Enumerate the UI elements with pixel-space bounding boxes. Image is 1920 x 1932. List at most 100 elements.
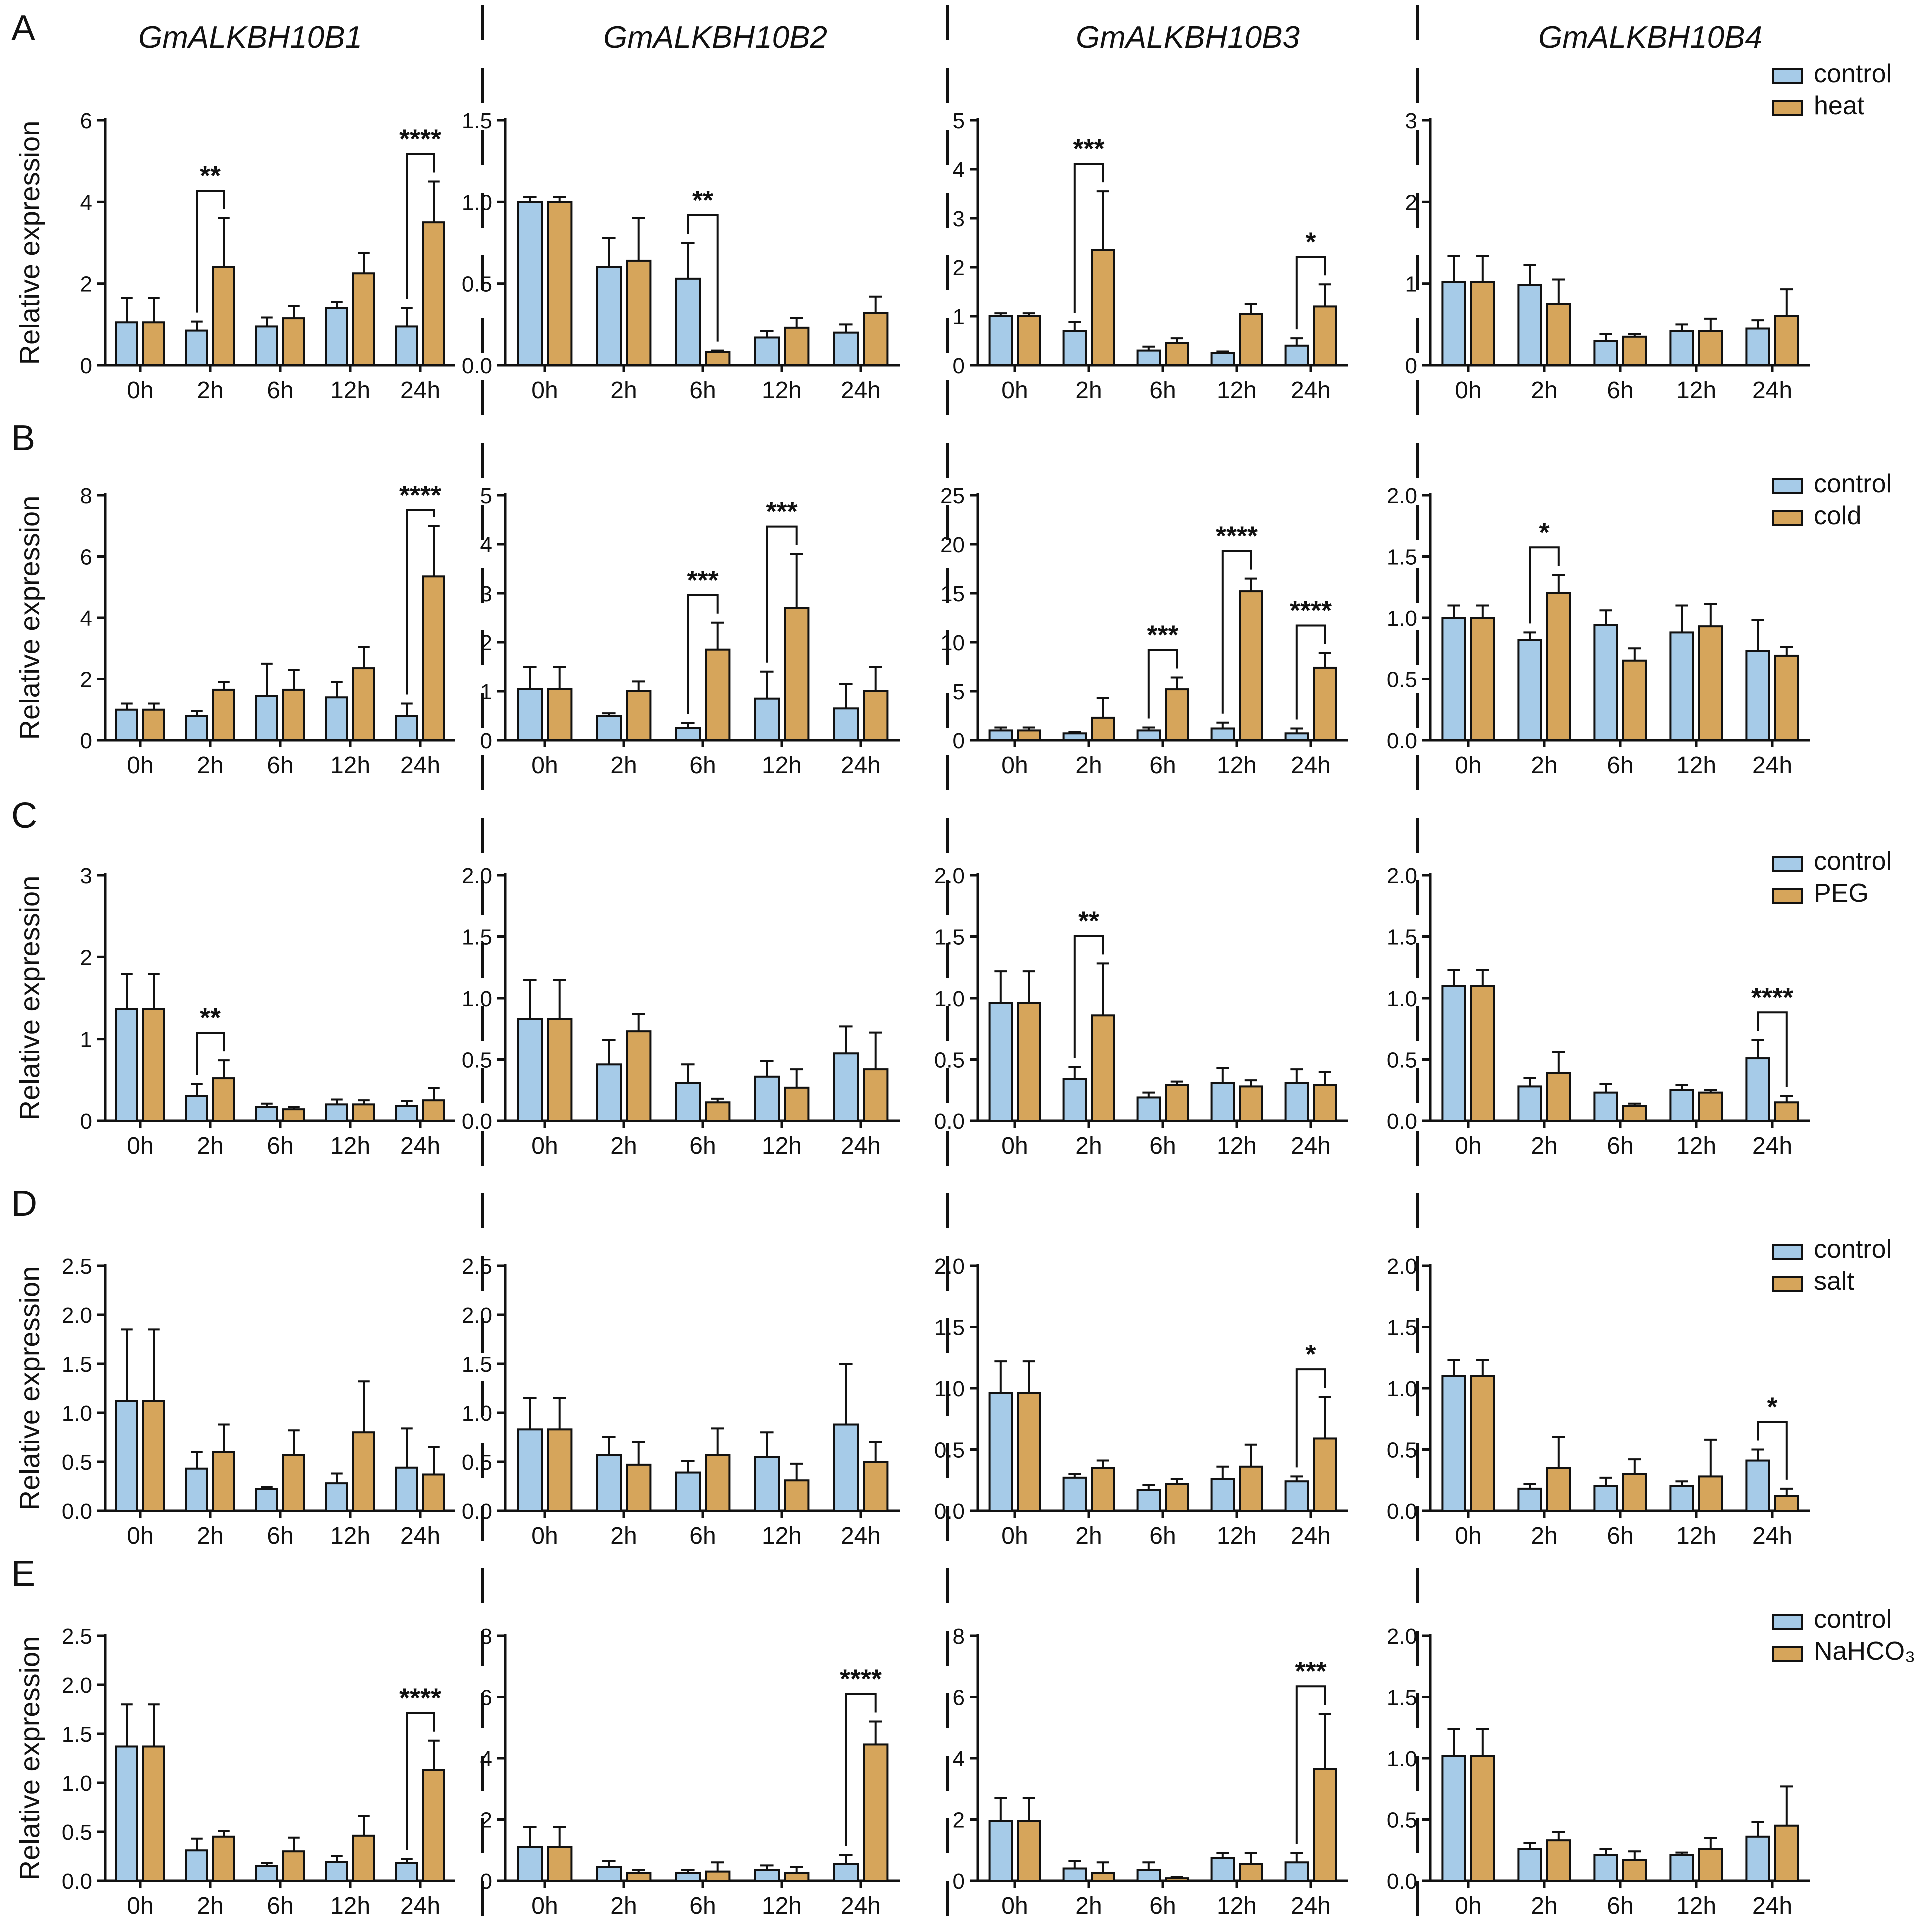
x-tick-label: 6h: [1607, 377, 1633, 404]
y-tick-label: 2.5: [62, 1624, 92, 1649]
x-tick-label: 2h: [1075, 377, 1102, 404]
bar-peg-24h: [1774, 1101, 1799, 1122]
legend-label-control: control: [1814, 1235, 1892, 1264]
bar-heat-2h: [626, 259, 652, 367]
bar-control-0h: [517, 688, 543, 741]
bar-nahco-6h: [1622, 1859, 1647, 1882]
legend-swatch-control: [1772, 68, 1803, 84]
bar-control-6h: [675, 277, 701, 366]
y-tick-label: 2.0: [1387, 864, 1417, 888]
significance-label: ***: [1073, 134, 1104, 164]
x-tick-label: 12h: [1217, 1523, 1257, 1549]
y-axis-label: Relative expression: [14, 496, 45, 740]
bar-peg-6h: [705, 1101, 731, 1122]
bar-salt-0h: [1470, 1375, 1495, 1512]
bar-peg-2h: [1091, 1014, 1115, 1122]
bar-nahco-6h: [1165, 1877, 1189, 1882]
bar-control-2h: [185, 715, 208, 741]
y-tick-label: 5: [953, 680, 965, 704]
y-tick-label: 0.0: [462, 1499, 492, 1524]
y-tick-label: 0: [480, 729, 492, 753]
bar-cold-24h: [1313, 666, 1337, 741]
bar-peg-2h: [1546, 1072, 1571, 1122]
panel-letter-E: E: [11, 1554, 35, 1594]
x-tick-label: 24h: [1291, 1133, 1331, 1159]
significance-bracket: [1147, 649, 1178, 719]
x-tick-label: 2h: [610, 1133, 637, 1159]
y-tick-label: 2: [80, 272, 92, 297]
x-tick-label: 6h: [1149, 1523, 1176, 1549]
legend: control cold: [1772, 469, 1892, 530]
x-tick-label: 6h: [1149, 1893, 1176, 1919]
x-tick-label: 24h: [400, 377, 440, 404]
bar-control-0h: [988, 315, 1013, 366]
bar-control-2h: [1062, 1078, 1087, 1122]
bar-heat-6h: [282, 317, 305, 366]
significance-label: ****: [399, 124, 441, 154]
y-tick-label: 2: [480, 631, 492, 655]
significance-label: *: [1305, 227, 1316, 257]
bar-control-6h: [255, 1106, 278, 1122]
bar-control-12h: [754, 1869, 780, 1882]
y-tick-label: 2.0: [462, 1303, 492, 1328]
bar-salt-12h: [1239, 1465, 1263, 1512]
column-dividers: [481, 5, 1419, 1928]
x-tick-label: 12h: [762, 752, 802, 779]
y-tick-label: 0: [1405, 354, 1417, 378]
y-tick-label: 2: [80, 945, 92, 970]
significance-label: **: [200, 1003, 221, 1033]
bar-nahco-12h: [784, 1872, 810, 1882]
y-tick-label: 0: [80, 354, 92, 378]
legend-swatch-control: [1772, 1614, 1803, 1630]
significance-bracket: [1295, 624, 1326, 720]
x-tick-label: 0h: [127, 377, 153, 404]
bar-control-24h: [395, 325, 418, 367]
y-tick-label: 0.5: [462, 1450, 492, 1475]
panel-letter-A: A: [11, 8, 35, 48]
y-tick-label: 1.0: [934, 1377, 965, 1401]
bar-peg-12h: [784, 1086, 810, 1122]
x-tick-label: 24h: [1752, 752, 1792, 779]
bar-cold-0h: [1470, 617, 1495, 741]
x-tick-label: 6h: [689, 752, 716, 779]
bar-peg-24h: [422, 1099, 445, 1122]
y-tick-label: 4: [80, 190, 92, 215]
y-tick-label: 8: [953, 1624, 965, 1649]
chart-D-3: 0.0 0.5 1.0 1.5 2.0 0h 2h 6h 12h 24h *: [934, 1254, 1348, 1549]
x-tick-label: 2h: [610, 752, 637, 779]
chart-C-3: 0.0 0.5 1.0 1.5 2.0 0h 2h 6h 12h 24h **: [934, 864, 1348, 1159]
bar-control-2h: [1062, 1867, 1087, 1882]
bar-heat-24h: [422, 221, 445, 366]
significance-bracket: [1529, 546, 1560, 624]
x-tick-label: 12h: [1676, 1133, 1716, 1159]
panel-letter-B: B: [11, 418, 35, 458]
bar-salt-2h: [1091, 1467, 1115, 1512]
legend-swatch-treatment: [1772, 510, 1803, 526]
x-tick-label: 6h: [689, 1893, 716, 1919]
bar-peg-0h: [1470, 985, 1495, 1122]
y-tick-label: 2.0: [934, 864, 965, 888]
y-tick-label: 2: [480, 1808, 492, 1833]
bar-peg-2h: [212, 1077, 235, 1122]
bar-nahco-0h: [547, 1846, 573, 1882]
bar-heat-12h: [784, 326, 810, 366]
legend-label-treatment: salt: [1814, 1267, 1854, 1296]
significance-bracket: [406, 1712, 435, 1850]
bar-heat-0h: [547, 201, 573, 366]
bar-control-12h: [1210, 1082, 1235, 1122]
significance-label: *: [1767, 1392, 1777, 1422]
panel-row-E: E Relative expression control NaHCO₃ 0.0 0.5 1…: [11, 1554, 1915, 1919]
y-tick-label: 2.0: [462, 864, 492, 888]
chart-E-1: 0.0 0.5 1.0 1.5 2.0 2.5 0h 2h 6h 12h 24h ****: [62, 1624, 455, 1919]
bar-control-0h: [517, 201, 543, 366]
chart-B-4: 0.0 0.5 1.0 1.5 2.0 0h 2h 6h 12h 24h *: [1387, 484, 1810, 779]
bar-control-6h: [1593, 1485, 1618, 1512]
bar-control-6h: [1593, 1091, 1618, 1122]
bar-salt-24h: [863, 1461, 889, 1512]
significance-bracket: [845, 1693, 877, 1846]
bar-control-0h: [1441, 617, 1466, 741]
bar-heat-24h: [1774, 315, 1799, 366]
x-tick-label: 6h: [1149, 752, 1176, 779]
